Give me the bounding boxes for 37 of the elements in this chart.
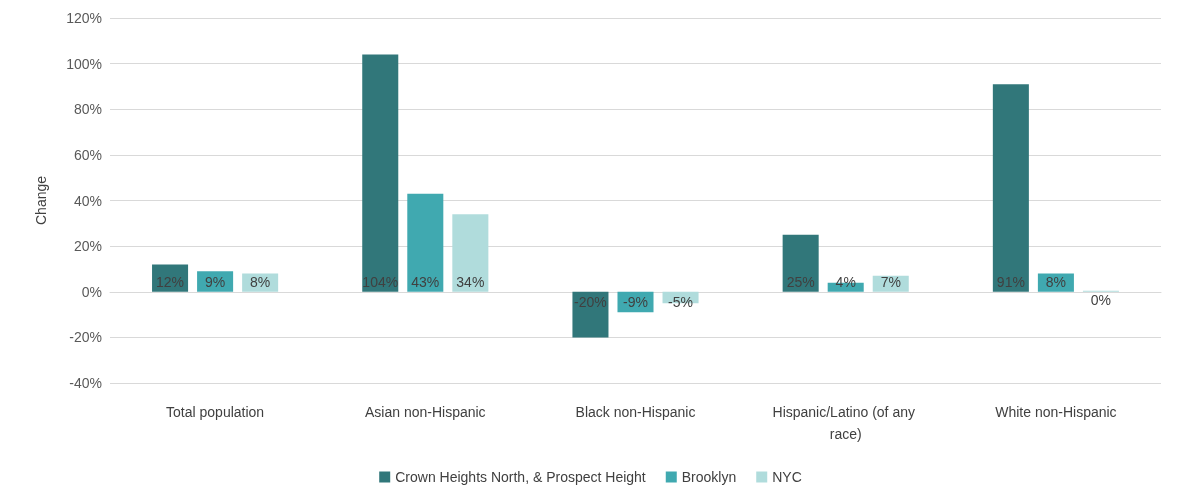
data-label: 8% — [250, 273, 271, 290]
data-label: 34% — [456, 273, 485, 290]
data-label: 25% — [786, 273, 815, 290]
data-label: 12% — [156, 273, 185, 290]
legend-label: Crown Heights North, & Prospect Height — [395, 469, 646, 485]
bar — [362, 54, 399, 292]
legend-label: NYC — [772, 469, 802, 485]
y-tick-label: -40% — [69, 375, 102, 391]
y-tick-label: 60% — [73, 146, 102, 163]
bar — [992, 84, 1029, 292]
data-label: -5% — [668, 293, 693, 310]
x-tick-label: Black non-Hispanic — [575, 404, 696, 420]
data-label: 43% — [411, 273, 440, 290]
data-label: 9% — [204, 273, 226, 290]
data-label: 104% — [362, 273, 399, 290]
bar — [452, 214, 489, 292]
x-tick-label: Asian non-Hispanic — [364, 404, 486, 420]
y-tick-label: -20% — [69, 329, 102, 346]
y-tick-label: 20% — [73, 238, 102, 255]
y-tick-label: 100% — [66, 55, 102, 72]
y-tick-label: 40% — [73, 192, 102, 209]
y-axis-title: Change — [33, 175, 49, 226]
x-tick-label: White non-Hispanic — [995, 404, 1117, 420]
bar — [407, 193, 444, 292]
y-tick-label: 120% — [66, 10, 102, 26]
data-label: 7% — [880, 273, 901, 290]
data-label: -9% — [623, 293, 648, 310]
x-tick-label: Hispanic/Latino (of any race) — [772, 404, 919, 442]
data-label: -20% — [574, 293, 607, 310]
bar — [782, 234, 819, 292]
legend-label: Brooklyn — [681, 469, 737, 485]
y-tick-label: 80% — [73, 101, 102, 118]
data-label: 91% — [996, 273, 1025, 290]
data-label: 0% — [1090, 291, 1112, 308]
data-label: 8% — [1045, 273, 1067, 290]
y-tick-label: 0% — [81, 283, 102, 300]
x-tick-label: Total population — [166, 404, 265, 420]
